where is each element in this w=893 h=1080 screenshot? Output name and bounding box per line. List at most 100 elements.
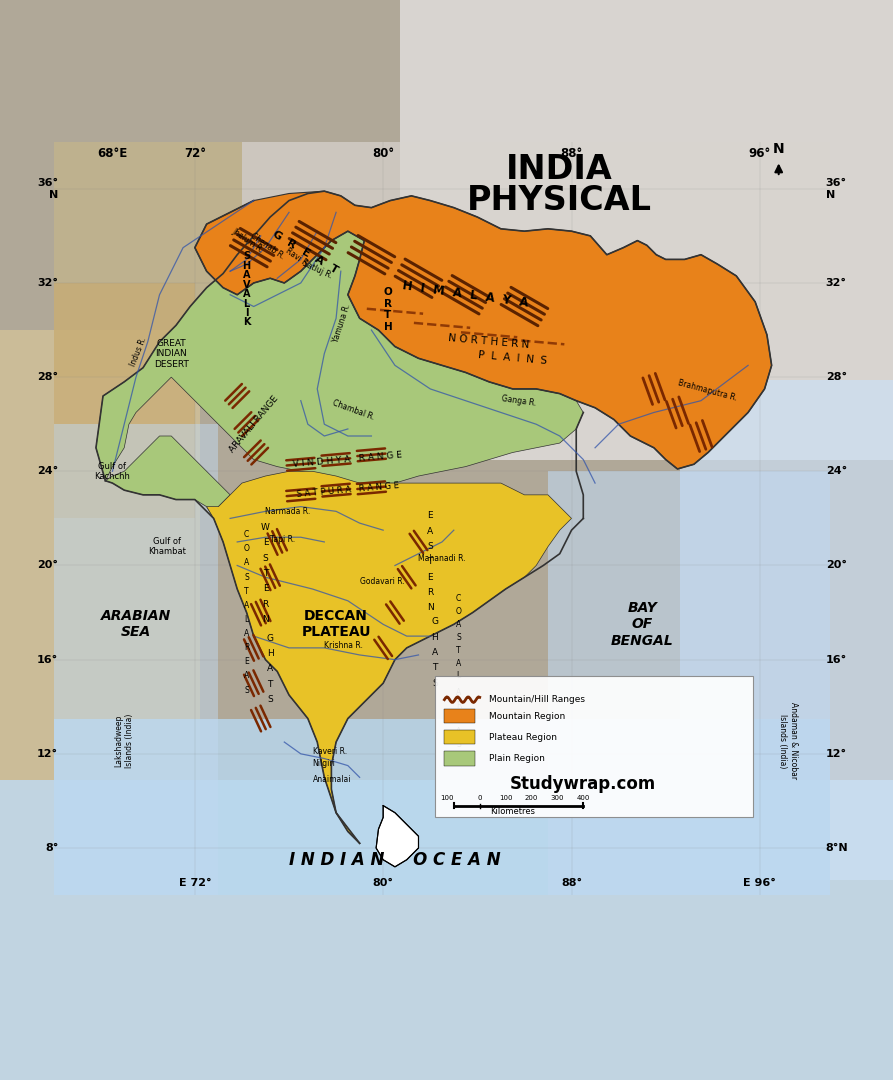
Polygon shape [195, 191, 772, 469]
Text: ARABIAN
SEA: ARABIAN SEA [101, 609, 171, 639]
Text: T: T [245, 586, 249, 596]
Text: INDIA: INDIA [506, 153, 613, 187]
Text: 12°: 12° [826, 748, 847, 759]
Text: L: L [244, 298, 250, 309]
Bar [435, 676, 753, 818]
Text: Brahmaputra R.: Brahmaputra R. [678, 378, 739, 403]
Text: 12°: 12° [38, 748, 58, 759]
Text: C: C [244, 530, 249, 539]
Text: H: H [383, 322, 392, 332]
Polygon shape [54, 283, 195, 518]
Text: R: R [427, 588, 433, 597]
Text: 16°: 16° [826, 654, 847, 664]
Text: Mountain/Hill Ranges: Mountain/Hill Ranges [489, 696, 585, 704]
Text: T: T [384, 310, 391, 321]
Polygon shape [96, 231, 583, 483]
Text: A: A [244, 600, 249, 610]
Text: R: R [285, 238, 297, 251]
Text: A: A [456, 620, 461, 629]
Text: A: A [244, 672, 249, 680]
Text: S A T P U R A   R A N G E: S A T P U R A R A N G E [296, 482, 399, 499]
Text: A: A [432, 648, 438, 657]
Text: 88°: 88° [561, 147, 582, 160]
Text: 20°: 20° [826, 561, 847, 570]
Text: S: S [456, 633, 461, 642]
Text: Chenab R.: Chenab R. [249, 231, 286, 261]
Text: R: R [244, 644, 249, 652]
Text: PHYSICAL: PHYSICAL [467, 184, 652, 217]
Text: E: E [245, 658, 249, 666]
Text: Gulf of
Kachchh: Gulf of Kachchh [95, 461, 130, 481]
Text: N: N [262, 615, 269, 624]
Text: S: S [245, 572, 249, 582]
Text: Nilgiri: Nilgiri [313, 758, 336, 768]
Text: R: R [455, 701, 461, 710]
Text: 36°
N: 36° N [826, 178, 847, 200]
Text: T: T [263, 569, 268, 578]
Text: 8°N: 8°N [826, 843, 848, 853]
Text: 80°: 80° [372, 878, 394, 889]
Polygon shape [376, 806, 419, 867]
Text: Anaimalai: Anaimalai [313, 775, 351, 784]
Text: O: O [383, 287, 392, 297]
Text: K: K [243, 318, 250, 327]
Text: 8°: 8° [45, 843, 58, 853]
Text: E: E [263, 584, 268, 593]
Text: 32°: 32° [826, 278, 847, 288]
Text: O: O [244, 544, 249, 553]
Text: 200: 200 [525, 795, 538, 800]
Text: Narmada R.: Narmada R. [265, 507, 311, 515]
Bar [445, 752, 475, 766]
Text: 88°: 88° [561, 878, 582, 889]
Text: V: V [243, 280, 250, 289]
Text: G: G [271, 229, 284, 243]
Text: Indus R.: Indus R. [129, 336, 149, 367]
Text: G: G [267, 634, 273, 643]
Text: S: S [243, 252, 250, 261]
Text: O: O [455, 607, 462, 616]
Text: H: H [267, 649, 273, 658]
Text: A: A [456, 727, 461, 735]
Polygon shape [105, 436, 230, 518]
Text: S: S [267, 696, 273, 704]
Text: L: L [456, 672, 461, 680]
Bar [54, 424, 219, 895]
Text: Ganga R.: Ganga R. [501, 393, 537, 407]
Text: 32°: 32° [38, 278, 58, 288]
Text: Satluj R.: Satluj R. [301, 258, 333, 281]
Text: 20°: 20° [38, 561, 58, 570]
Text: H  I  M  A  L  A  Y  A: H I M A L A Y A [402, 280, 530, 310]
Text: L: L [245, 615, 249, 624]
Text: R: R [263, 599, 269, 609]
Text: N O R T H E R N: N O R T H E R N [448, 334, 530, 350]
Text: 24°: 24° [826, 467, 847, 476]
Text: Jhelum R.: Jhelum R. [230, 227, 265, 255]
Text: 300: 300 [551, 795, 564, 800]
Bar [445, 710, 475, 724]
Polygon shape [206, 471, 572, 843]
Text: 28°: 28° [826, 373, 847, 382]
Text: V I N D H Y A   R A N G E: V I N D H Y A R A N G E [293, 450, 403, 469]
Text: A: A [267, 664, 273, 674]
Text: 72°: 72° [184, 147, 205, 160]
Text: E: E [300, 246, 312, 259]
Text: N: N [427, 604, 434, 612]
Bar [54, 718, 830, 895]
Text: W: W [261, 523, 270, 532]
Text: 28°: 28° [38, 373, 58, 382]
Text: DECCAN
PLATEAU: DECCAN PLATEAU [301, 609, 371, 639]
Text: Plateau Region: Plateau Region [489, 733, 557, 742]
Text: Yamuna R.: Yamuna R. [331, 302, 353, 343]
Bar [54, 141, 242, 377]
Text: A: A [456, 659, 461, 667]
Text: 0: 0 [478, 795, 482, 800]
Text: E: E [428, 572, 433, 582]
Text: 16°: 16° [37, 654, 58, 664]
Text: Kaveri R.: Kaveri R. [313, 747, 346, 756]
Text: T: T [328, 264, 339, 275]
Text: S: S [428, 542, 433, 551]
Text: P  L  A  I  N  S: P L A I N S [478, 350, 547, 366]
Text: Studywrap.com: Studywrap.com [510, 775, 656, 794]
Text: R: R [384, 298, 392, 309]
Text: Mahanadi R.: Mahanadi R. [419, 554, 466, 563]
